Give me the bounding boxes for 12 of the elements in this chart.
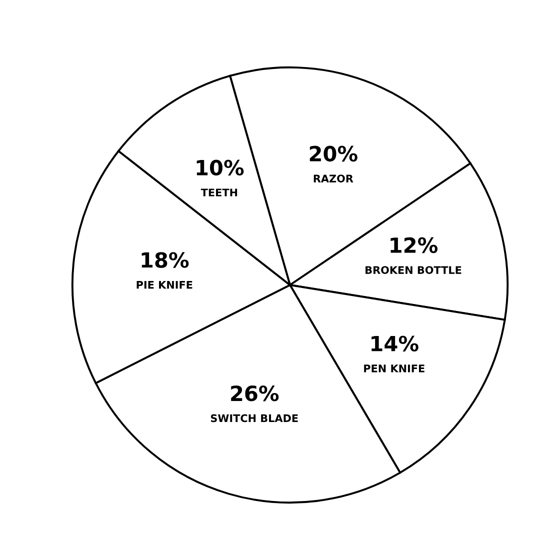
slice-label: SWITCH BLADE	[210, 414, 298, 422]
data-label: 20%	[310, 146, 358, 162]
data-label: 14%	[372, 336, 418, 352]
data-label: 12%	[390, 237, 438, 254]
data-label: 18%	[142, 252, 189, 268]
slice-label: PEN KNIFE	[364, 364, 424, 372]
slice-label: TEETH	[200, 188, 238, 196]
slice-label: BROKEN BOTTLE	[366, 266, 462, 274]
data-label: 10%	[196, 160, 244, 176]
data-label: 26%	[231, 385, 279, 402]
slice-label: RAZOR	[314, 174, 354, 182]
slice-label: PIE KNIFE	[136, 281, 192, 289]
